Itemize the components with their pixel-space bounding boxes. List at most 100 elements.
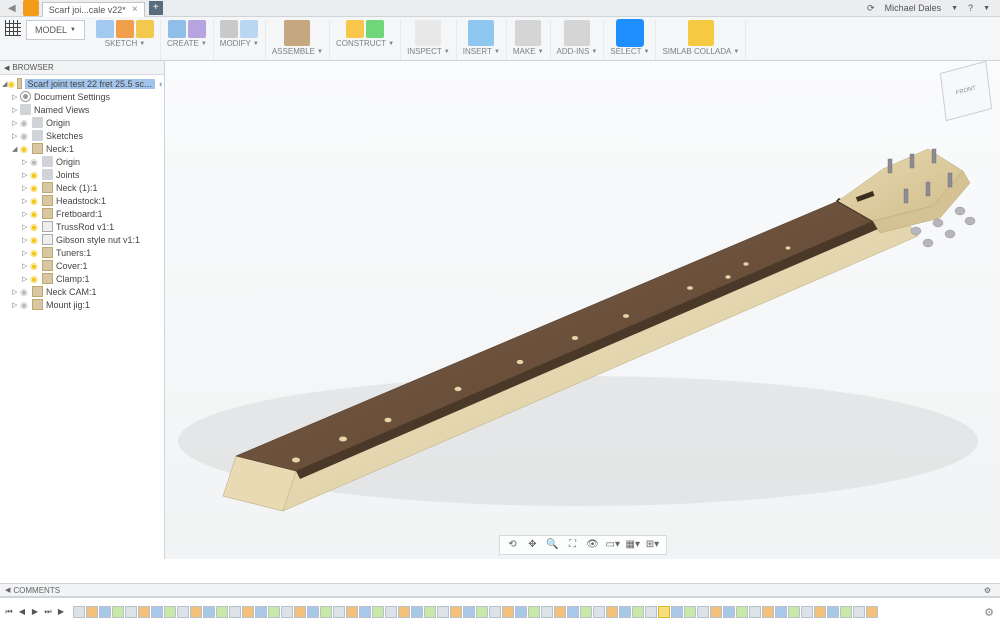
timeline-feature[interactable] [385, 606, 397, 618]
back-icon[interactable]: ◀ [8, 3, 16, 14]
toolbar-group-modify[interactable]: MODIFY [214, 20, 266, 60]
viewports-icon[interactable]: ⊞▾ [646, 538, 660, 552]
toolbar-group-select[interactable]: SELECT [604, 20, 656, 60]
timeline-feature[interactable] [164, 606, 176, 618]
timeline-feature[interactable] [658, 606, 670, 618]
timeline-feature[interactable] [580, 606, 592, 618]
timeline-feature[interactable] [398, 606, 410, 618]
toolbar-icon[interactable] [468, 20, 494, 46]
grid-icon[interactable]: ▦▾ [626, 538, 640, 552]
toolbar-group-assemble[interactable]: ASSEMBLE [266, 20, 330, 60]
toolbar-icon[interactable] [415, 20, 441, 46]
browser-header[interactable]: ◀ BROWSER [0, 61, 164, 75]
timeline-feature[interactable] [554, 606, 566, 618]
timeline-feature[interactable] [476, 606, 488, 618]
timeline-feature[interactable] [294, 606, 306, 618]
timeline-feature[interactable] [437, 606, 449, 618]
timeline-feature[interactable] [515, 606, 527, 618]
timeline-feature[interactable] [684, 606, 696, 618]
timeline-feature[interactable] [112, 606, 124, 618]
timeline-feature[interactable] [411, 606, 423, 618]
timeline-feature[interactable] [268, 606, 280, 618]
timeline-feature[interactable] [619, 606, 631, 618]
tree-item[interactable]: ◉Gibson style nut v1:1 [0, 233, 164, 246]
tree-item[interactable]: ◉Clamp:1 [0, 272, 164, 285]
timeline-feature[interactable] [320, 606, 332, 618]
toolbar-icon[interactable] [168, 20, 186, 38]
timeline-feature[interactable] [710, 606, 722, 618]
timeline-feature[interactable] [73, 606, 85, 618]
timeline-feature[interactable] [125, 606, 137, 618]
tree-item[interactable]: Named Views [0, 103, 164, 116]
fit-icon[interactable]: ⛶ [566, 538, 580, 552]
toolbar-group-create[interactable]: CREATE [161, 20, 214, 60]
toolbar-icon[interactable] [96, 20, 114, 38]
tree-item[interactable]: ◉Cover:1 [0, 259, 164, 272]
timeline-control[interactable]: ⏭ [43, 607, 53, 617]
timeline-feature[interactable] [190, 606, 202, 618]
timeline-feature[interactable] [814, 606, 826, 618]
tree-item[interactable]: ◉Neck:1 [0, 142, 164, 155]
timeline-feature[interactable] [645, 606, 657, 618]
timeline-feature[interactable] [229, 606, 241, 618]
tree-item[interactable]: ◉Neck CAM:1 [0, 285, 164, 298]
timeline-feature[interactable] [216, 606, 228, 618]
timeline-feature[interactable] [723, 606, 735, 618]
timeline-feature[interactable] [346, 606, 358, 618]
tree-item[interactable]: ◉Neck (1):1 [0, 181, 164, 194]
timeline-feature[interactable] [424, 606, 436, 618]
timeline-control[interactable]: ◀ [17, 607, 27, 617]
timeline-feature[interactable] [242, 606, 254, 618]
toolbar-icon[interactable] [284, 20, 310, 46]
tree-item[interactable]: ◉Fretboard:1 [0, 207, 164, 220]
toolbar-icon[interactable] [515, 20, 541, 46]
data-panel-icon[interactable] [5, 20, 21, 36]
orbit-icon[interactable]: ⟲ [506, 538, 520, 552]
timeline-feature[interactable] [307, 606, 319, 618]
tree-item[interactable]: ◉Joints [0, 168, 164, 181]
timeline-feature[interactable] [840, 606, 852, 618]
timeline-feature[interactable] [632, 606, 644, 618]
toolbar-icon[interactable] [366, 20, 384, 38]
timeline-feature[interactable] [177, 606, 189, 618]
toolbar-group-make[interactable]: MAKE [507, 20, 551, 60]
timeline-feature[interactable] [203, 606, 215, 618]
timeline-feature[interactable] [671, 606, 683, 618]
timeline-feature[interactable] [463, 606, 475, 618]
timeline-feature[interactable] [151, 606, 163, 618]
update-icon[interactable]: ⟳ [867, 3, 875, 14]
timeline-feature[interactable] [281, 606, 293, 618]
timeline-feature[interactable] [567, 606, 579, 618]
timeline-feature[interactable] [359, 606, 371, 618]
tree-item[interactable]: ◉Headstock:1 [0, 194, 164, 207]
timeline-feature[interactable] [788, 606, 800, 618]
look-icon[interactable]: 👁 [586, 538, 600, 552]
toolbar-group-add-ins[interactable]: ADD-INS [551, 20, 605, 60]
toolbar-group-simlab collada[interactable]: SIMLAB COLLADA [656, 20, 746, 60]
timeline-control[interactable]: ▶ [30, 607, 40, 617]
tree-item[interactable]: ◉Tuners:1 [0, 246, 164, 259]
timeline-control[interactable]: ⏮ [4, 607, 14, 617]
collapse-icon[interactable]: ◀ [4, 64, 9, 72]
toolbar-icon[interactable] [136, 20, 154, 38]
toolbar-icon[interactable] [240, 20, 258, 38]
timeline-feature[interactable] [502, 606, 514, 618]
toolbar-group-sketch[interactable]: SKETCH [90, 20, 161, 60]
timeline-feature[interactable] [697, 606, 709, 618]
timeline-feature[interactable] [762, 606, 774, 618]
timeline-feature[interactable] [801, 606, 813, 618]
timeline-feature[interactable] [827, 606, 839, 618]
tree-root[interactable]: ◉Scarf joint test 22 fret 25.5 sc...◐ [0, 77, 164, 90]
timeline-feature[interactable] [736, 606, 748, 618]
toolbar-icon[interactable] [617, 20, 643, 46]
settings-icon[interactable]: ⚙ [984, 586, 991, 595]
toolbar-icon[interactable] [688, 20, 714, 46]
timeline-feature[interactable] [528, 606, 540, 618]
timeline-feature[interactable] [255, 606, 267, 618]
workspace-selector[interactable]: MODEL [26, 20, 85, 40]
close-icon[interactable]: × [130, 5, 140, 15]
timeline-settings-icon[interactable]: ⚙ [984, 606, 994, 619]
tree-item[interactable]: ◉Origin [0, 116, 164, 129]
timeline-feature[interactable] [775, 606, 787, 618]
toolbar-icon[interactable] [346, 20, 364, 38]
